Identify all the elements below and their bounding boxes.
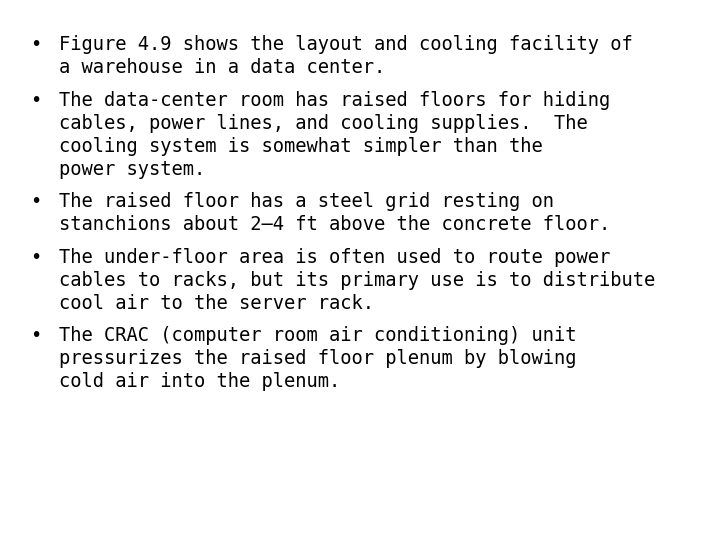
Text: The CRAC (computer room air conditioning) unit: The CRAC (computer room air conditioning…	[59, 326, 577, 346]
Text: a warehouse in a data center.: a warehouse in a data center.	[59, 58, 385, 77]
Text: The raised floor has a steel grid resting on: The raised floor has a steel grid restin…	[59, 192, 554, 211]
Text: Figure 4.9 shows the layout and cooling facility of: Figure 4.9 shows the layout and cooling …	[59, 35, 633, 54]
Text: •: •	[30, 326, 42, 346]
Text: •: •	[30, 91, 42, 110]
Text: •: •	[30, 192, 42, 211]
Text: •: •	[30, 35, 42, 54]
Text: stanchions about 2–4 ft above the concrete floor.: stanchions about 2–4 ft above the concre…	[59, 215, 611, 234]
Text: cables, power lines, and cooling supplies.  The: cables, power lines, and cooling supplie…	[59, 113, 588, 133]
Text: •: •	[30, 248, 42, 267]
Text: power system.: power system.	[59, 159, 205, 179]
Text: cooling system is somewhat simpler than the: cooling system is somewhat simpler than …	[59, 137, 543, 156]
Text: cables to racks, but its primary use is to distribute: cables to racks, but its primary use is …	[59, 271, 655, 290]
Text: cold air into the plenum.: cold air into the plenum.	[59, 372, 341, 391]
Text: cool air to the server rack.: cool air to the server rack.	[59, 294, 374, 313]
Text: The under-floor area is often used to route power: The under-floor area is often used to ro…	[59, 248, 611, 267]
Text: The data-center room has raised floors for hiding: The data-center room has raised floors f…	[59, 91, 611, 110]
Text: pressurizes the raised floor plenum by blowing: pressurizes the raised floor plenum by b…	[59, 349, 577, 368]
